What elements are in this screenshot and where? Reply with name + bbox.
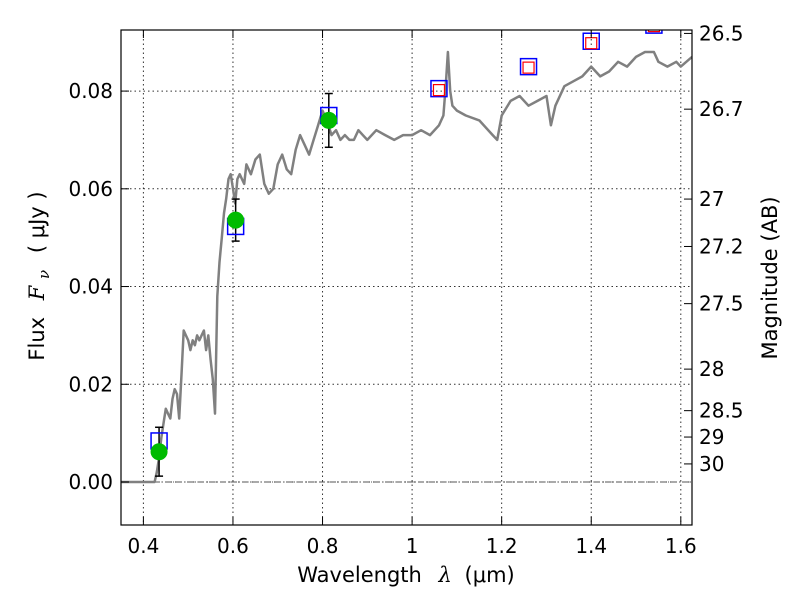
magnitude-tick-label: 27.2 bbox=[699, 234, 744, 258]
magnitude-tick-label: 26.7 bbox=[699, 97, 744, 121]
y-axis-title: Flux F ν ( μJy ) bbox=[25, 191, 54, 360]
magnitude-tick-labels: 26.5 26.7 27 27.2 27.5 28 28.529 30 bbox=[699, 21, 744, 475]
model-band-marker bbox=[430, 79, 448, 98]
y-axis-title-text: Flux bbox=[25, 317, 49, 361]
x-tick-label: 0.6 bbox=[217, 534, 249, 558]
y-tick-label: 0.02 bbox=[68, 372, 113, 396]
x-axis-unit: (μm) bbox=[465, 563, 515, 587]
y-axis-unit: ( μJy ) bbox=[25, 191, 49, 253]
plot-area bbox=[121, 30, 692, 484]
magnitude-tick-label: 29 bbox=[699, 425, 724, 449]
spectrum-line bbox=[121, 50, 692, 484]
x-axis-title-text: Wavelength bbox=[297, 563, 422, 587]
right-axis-title: Magnitude (AB) bbox=[758, 196, 782, 359]
magnitude-tick-label: 26.5 bbox=[699, 21, 744, 45]
magnitude-tick-label: 28.5 bbox=[699, 399, 744, 423]
predicted-flux-marker bbox=[432, 84, 446, 97]
model-band-marker bbox=[645, 30, 663, 34]
x-tick-label: 1.2 bbox=[486, 534, 518, 558]
x-tick-label: 0.4 bbox=[127, 534, 159, 558]
y-tick-labels: 0.00 0.02 0.04 0.06 0.08 bbox=[68, 79, 113, 494]
x-axis-symbol: λ bbox=[438, 563, 452, 587]
predicted-flux-marker bbox=[522, 61, 535, 74]
y-tick-label: 0.06 bbox=[68, 177, 113, 201]
y-axis-subscript: ν bbox=[35, 270, 53, 279]
model-band-marker bbox=[519, 57, 538, 76]
y-tick-label: 0.00 bbox=[68, 470, 113, 494]
predicted-flux-marker bbox=[647, 30, 661, 33]
y-tick-label: 0.08 bbox=[68, 79, 113, 103]
observed-flux-point bbox=[150, 443, 168, 461]
observed-flux-point bbox=[227, 211, 245, 229]
x-tick-label: 1.4 bbox=[575, 534, 607, 558]
magnitude-tick-label: 27 bbox=[699, 187, 724, 211]
y-tick-label: 0.04 bbox=[68, 275, 113, 299]
magnitude-tick-label: 30 bbox=[699, 452, 724, 476]
grid-lines bbox=[121, 30, 692, 525]
observed-flux-point bbox=[320, 111, 338, 129]
y-axis-symbol: F bbox=[25, 284, 49, 301]
axis-ticks bbox=[121, 30, 692, 525]
x-tick-labels: 0.4 0.6 0.8 1 1.2 1.4 1.6 bbox=[127, 534, 696, 558]
magnitude-tick-label: 28 bbox=[699, 357, 724, 381]
x-tick-label: 1 bbox=[406, 534, 419, 558]
x-axis-title: Wavelength λ (μm) bbox=[297, 563, 514, 587]
x-tick-label: 0.8 bbox=[307, 534, 339, 558]
plot-frame bbox=[120, 29, 693, 526]
x-tick-label: 1.6 bbox=[665, 534, 697, 558]
magnitude-tick-label: 27.5 bbox=[699, 292, 744, 316]
